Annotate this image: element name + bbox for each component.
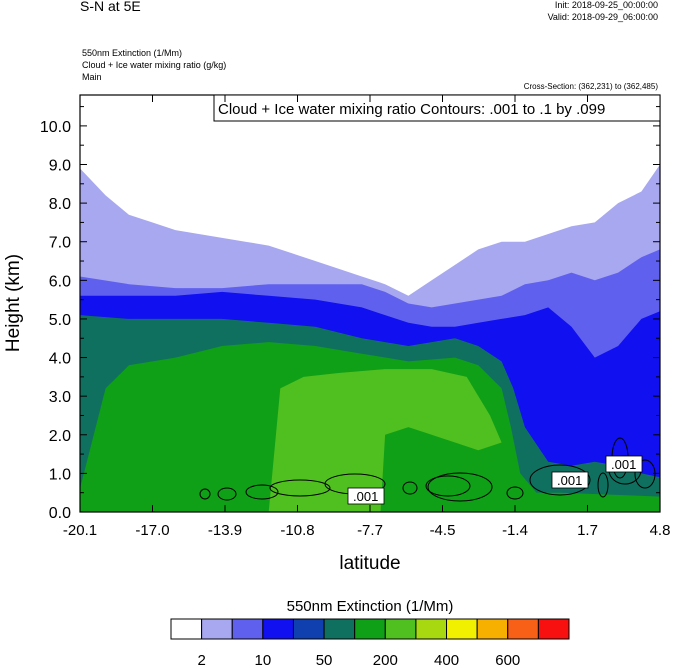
colorbar-tick-label: 600 [495, 652, 520, 668]
contour-legend-box [213, 94, 661, 122]
x-tick-label: -20.1 [63, 522, 97, 539]
y-tick-label: 4.0 [49, 351, 71, 368]
cross-section-label: Cross-Section: (362,231) to (362,485) [523, 82, 658, 91]
colorbar-swatch [170, 618, 203, 640]
x-axis: -20.1 -17.0 -13.9 -10.8 -7.7 -4.5 -1.4 1.7 4.8 [63, 95, 671, 539]
contour-ring [199, 488, 211, 500]
y-tick-label: 2.0 [49, 428, 71, 445]
contour-ring [425, 475, 471, 497]
x-tick-label: -4.5 [430, 522, 456, 539]
contour-ring [245, 484, 279, 500]
colorbar-swatch [446, 618, 478, 640]
contour-label: .001 [611, 457, 636, 472]
contour-label-layer: .001 .001 .001 [347, 455, 643, 505]
y-tick-label: 6.0 [49, 273, 71, 290]
contour-ring [506, 486, 524, 500]
contour-ring [529, 464, 591, 496]
contour-ring [634, 459, 656, 489]
valid-time: Valid: 2018-09-29_06:00:00 [547, 12, 658, 22]
colorbar-tick-label: 50 [316, 652, 333, 668]
y-tick-label: 5.0 [49, 312, 71, 329]
y-axis: 0.0 1.0 2.0 3.0 4.0 5.0 6.0 7.0 8.0 9.0 10.0 [40, 106, 660, 522]
y-tick-label: 9.0 [49, 158, 71, 175]
colorbar-title: 550nm Extinction (1/Mm) [287, 598, 454, 615]
contour-label-box [551, 471, 589, 489]
colorbar-tick-label: 400 [434, 652, 459, 668]
colorbar-tick-label: 2 [197, 652, 205, 668]
x-axis-label: latitude [339, 553, 400, 574]
contour-label: .001 [353, 489, 378, 504]
contour-ring [402, 481, 418, 495]
colorbar-tick-label: 10 [255, 652, 272, 668]
contour-ring [217, 487, 237, 501]
field-label-main: Main [82, 72, 102, 82]
colorbar-swatch [384, 618, 417, 640]
y-tick-label: 10.0 [40, 119, 71, 136]
colorbar-swatch [292, 618, 325, 640]
colorbar-swatch [262, 618, 294, 640]
contour-label: .001 [557, 473, 582, 488]
field-label-mixing-ratio: Cloud + Ice water mixing ratio (g/kg) [82, 60, 227, 70]
contour-label-box [605, 455, 643, 473]
colorbar-swatch [476, 618, 509, 640]
colorbar-swatch [507, 618, 539, 640]
plot-title: S-N at 5E [80, 0, 141, 14]
x-tick-label: -7.7 [357, 522, 383, 539]
y-tick-label: 1.0 [49, 466, 71, 483]
colorbar-swatch [323, 618, 356, 640]
extinction-bands [80, 164, 660, 512]
contour-ring [597, 472, 609, 498]
x-tick-label: 4.8 [650, 522, 671, 539]
y-tick-label: 7.0 [49, 235, 71, 252]
colorbar-swatch [537, 618, 570, 640]
y-axis-label: Height (km) [3, 254, 24, 352]
colorbar-swatch [415, 618, 448, 640]
colorbar-swatch [201, 618, 233, 640]
contour-legend: Cloud + Ice water mixing ratio Contours:… [218, 101, 605, 118]
mixing-ratio-contours [199, 437, 656, 502]
colorbar-tick-label: 200 [373, 652, 398, 668]
contour-ring [269, 479, 331, 497]
colorbar-swatch [354, 618, 386, 640]
x-tick-label: -13.9 [208, 522, 242, 539]
init-time: Init: 2018-09-25_00:00:00 [554, 0, 658, 10]
extinction-band-gt600 [80, 369, 660, 512]
contour-ring [427, 472, 493, 502]
y-tick-label: 0.0 [49, 505, 71, 522]
y-tick-label: 8.0 [49, 196, 71, 213]
x-tick-label: -17.0 [135, 522, 169, 539]
colorbar-swatch [231, 618, 264, 640]
x-tick-label: -10.8 [280, 522, 314, 539]
field-label-extinction: 550nm Extinction (1/Mm) [82, 48, 183, 58]
contour-label-box [347, 487, 385, 505]
y-tick-label: 3.0 [49, 389, 71, 406]
x-tick-label: 1.7 [577, 522, 598, 539]
colorbar: 2 10 50 200 400 600 [170, 618, 570, 668]
x-tick-label: -1.4 [502, 522, 528, 539]
